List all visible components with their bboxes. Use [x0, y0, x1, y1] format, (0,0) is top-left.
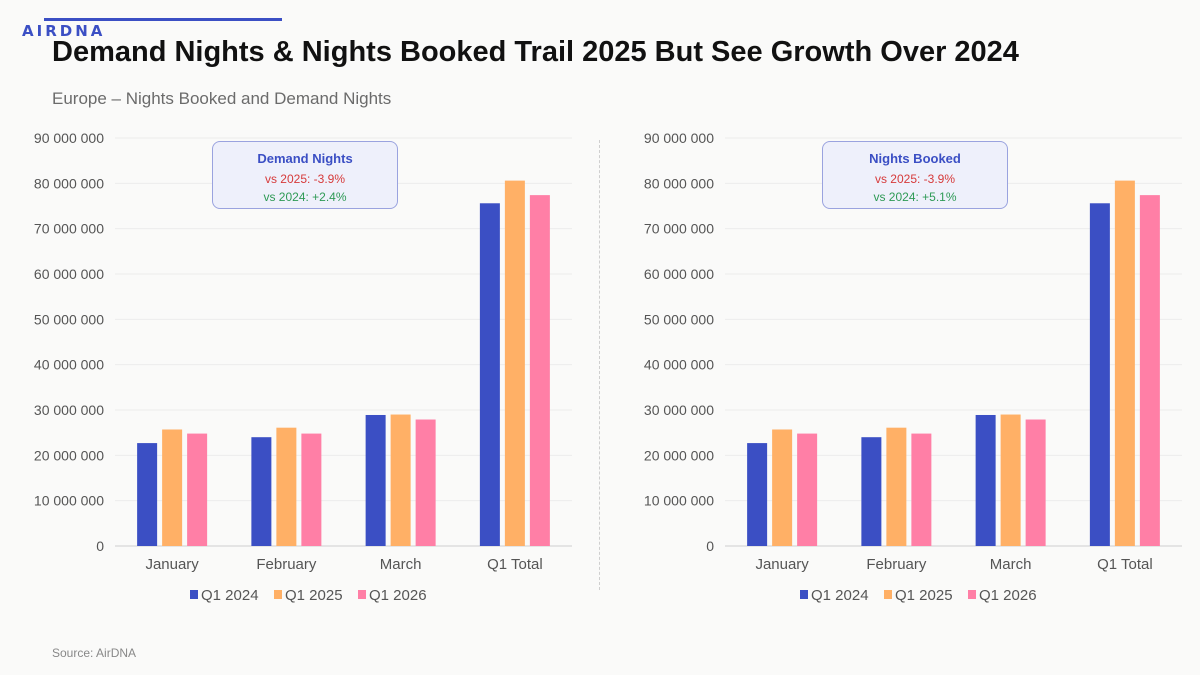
callout-title: Demand Nights [257, 151, 353, 166]
bar [861, 437, 882, 546]
y-tick-label: 0 [96, 538, 104, 554]
bar [1000, 414, 1021, 546]
airdna-logo: AIRDNA [22, 22, 106, 40]
y-tick-label: 20 000 000 [34, 447, 104, 463]
bar [1089, 203, 1110, 546]
callout-vs-2025: vs 2025: -3.9% [264, 172, 346, 186]
y-tick-label: 50 000 000 [644, 311, 714, 327]
y-tick-label: 20 000 000 [644, 447, 714, 463]
legend-swatch [800, 590, 808, 599]
x-tick-label: January [145, 556, 199, 573]
demand-nights-callout: Demand Nights vs 2025: -3.9% vs 2024: +2… [212, 141, 398, 209]
nights-booked-callout: Nights Booked vs 2025: -3.9% vs 2024: +5… [822, 141, 1008, 209]
x-tick-label: Q1 Total [487, 556, 543, 573]
y-tick-label: 0 [706, 538, 714, 554]
y-tick-label: 90 000 000 [34, 130, 104, 146]
page-title: Demand Nights & Nights Booked Trail 2025… [52, 36, 1019, 68]
y-tick-label: 30 000 000 [34, 402, 104, 418]
y-tick-label: 80 000 000 [644, 175, 714, 191]
y-tick-label: 80 000 000 [34, 175, 104, 191]
callout-vs-2024: vs 2024: +2.4% [263, 190, 347, 204]
source-note: Source: AirDNA [52, 646, 137, 660]
top-accent-rule [44, 18, 282, 21]
bar [1025, 419, 1046, 546]
legend-swatch [884, 590, 892, 599]
bar [797, 433, 818, 546]
y-tick-label: 40 000 000 [644, 357, 714, 373]
y-tick-label: 70 000 000 [644, 221, 714, 237]
x-tick-label: March [990, 556, 1032, 573]
legend-label: Q1 2026 [979, 587, 1037, 604]
bar [187, 433, 208, 546]
x-tick-label: February [866, 556, 927, 573]
legend-label: Q1 2024 [811, 587, 869, 604]
x-tick-label: January [755, 556, 809, 573]
bar [1139, 195, 1160, 546]
x-tick-label: March [380, 556, 422, 573]
y-tick-label: 60 000 000 [34, 266, 104, 282]
bar [504, 180, 525, 546]
bar [415, 419, 436, 546]
y-tick-label: 90 000 000 [644, 130, 714, 146]
x-tick-label: Q1 Total [1097, 556, 1153, 573]
legend-swatch [358, 590, 366, 599]
legend-swatch [190, 590, 198, 599]
bar [390, 414, 411, 546]
page-subtitle: Europe – Nights Booked and Demand Nights [52, 89, 392, 108]
bar [529, 195, 550, 546]
y-tick-label: 60 000 000 [644, 266, 714, 282]
y-tick-label: 50 000 000 [34, 311, 104, 327]
y-tick-label: 40 000 000 [34, 357, 104, 373]
chart-divider [599, 140, 600, 590]
legend-swatch [968, 590, 976, 599]
bar [137, 443, 158, 546]
bar [365, 414, 386, 546]
legend-label: Q1 2025 [895, 587, 953, 604]
y-tick-label: 70 000 000 [34, 221, 104, 237]
bar [479, 203, 500, 546]
legend-label: Q1 2026 [369, 587, 427, 604]
callout-vs-2025: vs 2025: -3.9% [874, 172, 956, 186]
y-tick-label: 10 000 000 [644, 493, 714, 509]
legend-label: Q1 2025 [285, 587, 343, 604]
y-tick-label: 30 000 000 [644, 402, 714, 418]
bar [747, 443, 768, 546]
legend-label: Q1 2024 [201, 587, 259, 604]
bar [162, 429, 183, 546]
bar [1114, 180, 1135, 546]
bar [975, 414, 996, 546]
x-tick-label: February [256, 556, 317, 573]
bar [772, 429, 793, 546]
callout-title: Nights Booked [869, 151, 961, 166]
legend-swatch [274, 590, 282, 599]
bar [251, 437, 272, 546]
callout-vs-2024: vs 2024: +5.1% [873, 190, 957, 204]
bar [911, 433, 932, 546]
bar [276, 427, 297, 546]
bar [886, 427, 907, 546]
bar [301, 433, 322, 546]
y-tick-label: 10 000 000 [34, 493, 104, 509]
